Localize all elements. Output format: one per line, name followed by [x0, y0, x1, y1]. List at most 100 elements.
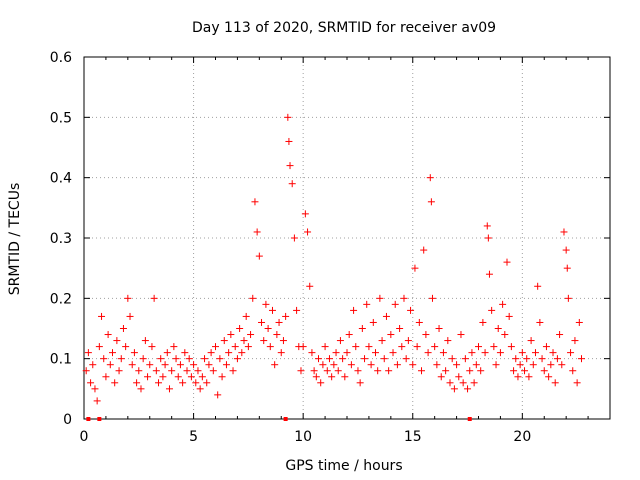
data-point	[236, 325, 244, 332]
data-point	[472, 361, 480, 369]
data-point	[183, 367, 191, 375]
data-point	[477, 367, 485, 375]
data-point	[135, 367, 143, 375]
data-point	[380, 355, 388, 363]
data-point	[266, 343, 274, 351]
data-point	[389, 349, 397, 357]
data-point	[196, 385, 204, 393]
data-point	[527, 337, 535, 345]
data-point	[563, 264, 571, 272]
data-point	[115, 367, 123, 375]
data-point	[137, 385, 145, 393]
data-point	[437, 373, 445, 381]
data-point	[525, 373, 533, 381]
data-point	[293, 306, 301, 314]
data-point	[91, 385, 99, 393]
chart-title: Day 113 of 2020, SRMTID for receiver av0…	[192, 20, 496, 36]
data-point	[371, 349, 379, 357]
data-point	[152, 367, 160, 375]
zero-marker	[97, 417, 102, 421]
data-point	[290, 234, 298, 242]
data-point	[453, 361, 461, 369]
data-point	[352, 343, 360, 351]
data-point	[181, 349, 189, 357]
data-point	[139, 355, 147, 363]
data-point	[516, 361, 524, 369]
y-tick-label: 0.1	[50, 352, 72, 368]
data-point	[321, 343, 329, 351]
data-point	[354, 367, 362, 375]
data-point	[113, 337, 121, 345]
data-point	[336, 337, 344, 345]
data-point	[220, 337, 228, 345]
data-point	[556, 331, 564, 339]
data-point	[387, 331, 395, 339]
data-point	[433, 361, 441, 369]
data-point	[242, 312, 250, 320]
data-point	[231, 343, 239, 351]
data-point	[205, 361, 213, 369]
data-point	[229, 367, 237, 375]
data-point	[407, 306, 415, 314]
data-point	[330, 361, 338, 369]
data-point	[481, 349, 489, 357]
data-point	[187, 373, 195, 381]
data-point	[448, 355, 456, 363]
data-point	[376, 294, 384, 302]
data-point	[529, 361, 537, 369]
zero-marker	[86, 417, 91, 421]
data-point	[299, 343, 307, 351]
data-point	[317, 379, 325, 387]
data-point	[483, 222, 491, 230]
data-point	[339, 355, 347, 363]
data-point	[104, 331, 112, 339]
data-point	[499, 300, 507, 308]
data-point	[382, 312, 390, 320]
data-point	[545, 373, 553, 381]
data-point	[369, 318, 377, 326]
data-point	[496, 349, 504, 357]
data-point	[413, 343, 421, 351]
data-point	[161, 361, 169, 369]
data-point	[398, 343, 406, 351]
data-point	[201, 355, 209, 363]
data-point	[319, 361, 327, 369]
data-point	[446, 379, 454, 387]
data-point	[172, 355, 180, 363]
data-point	[240, 337, 248, 345]
data-point	[102, 373, 110, 381]
y-tick-label: 0.3	[50, 231, 72, 247]
data-point	[431, 343, 439, 351]
data-point	[89, 361, 97, 369]
data-point	[146, 361, 154, 369]
data-point	[367, 361, 375, 369]
data-point	[190, 361, 198, 369]
data-point	[470, 379, 478, 387]
data-point	[268, 306, 276, 314]
data-point	[122, 343, 130, 351]
data-point	[87, 379, 95, 387]
data-point	[163, 349, 171, 357]
data-point	[247, 331, 255, 339]
data-point	[130, 349, 138, 357]
tick-labels: 0 5 10 15 20 0 0.1 0.2 0.3 0.4 0.5 0.6	[50, 50, 532, 445]
data-point	[82, 367, 90, 375]
data-point	[203, 379, 211, 387]
data-point	[176, 361, 184, 369]
data-point	[415, 318, 423, 326]
data-point	[227, 331, 235, 339]
y-tick-label: 0	[63, 412, 72, 428]
data-point	[455, 373, 463, 381]
data-point	[150, 294, 158, 302]
data-point	[315, 355, 323, 363]
data-point	[350, 306, 358, 314]
data-point	[233, 355, 241, 363]
data-point	[286, 162, 294, 170]
data-point	[179, 379, 187, 387]
axes	[83, 56, 611, 420]
data-point	[218, 373, 226, 381]
data-point	[538, 355, 546, 363]
data-point	[279, 337, 287, 345]
